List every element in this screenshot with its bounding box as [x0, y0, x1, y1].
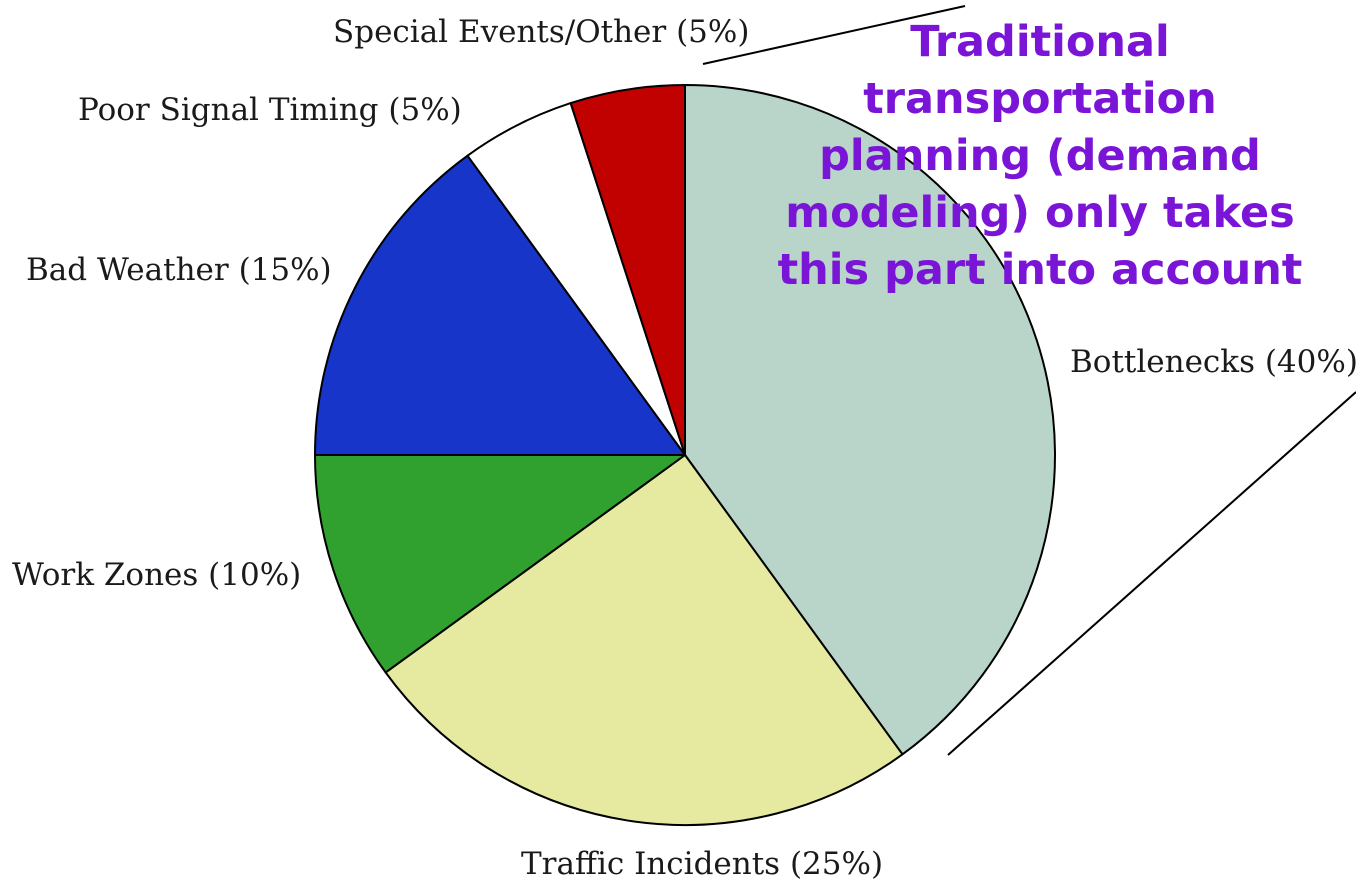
pie-slice	[314, 454, 686, 674]
annotation-line: modeling) only takes	[785, 188, 1295, 238]
pie-labels: Bottlenecks (40%) Traffic Incidents (25%)…	[12, 14, 1356, 882]
pie-slices	[314, 84, 1056, 826]
annotation-line: this part into account	[777, 245, 1303, 295]
pie-slice	[384, 454, 904, 826]
callout-lines	[702, 5, 1356, 756]
callout-line-right	[947, 391, 1356, 756]
annotation-line: transportation	[863, 74, 1217, 124]
pie-slice-label: Bottlenecks (40%)	[1070, 344, 1356, 380]
pie-slice-label: Special Events/Other (5%)	[333, 14, 749, 50]
pie-slice	[314, 154, 686, 456]
pie-slice-label: Poor Signal Timing (5%)	[78, 92, 462, 128]
annotation-callout: Traditional transportation planning (dem…	[745, 14, 1335, 299]
annotation-line: Traditional	[910, 17, 1170, 67]
callout-line-top	[702, 5, 966, 65]
pie-slice-label: Traffic Incidents (25%)	[521, 846, 883, 882]
pie-slice	[569, 84, 686, 456]
pie-slice	[684, 84, 1056, 756]
pie-slice-label: Bad Weather (15%)	[26, 252, 332, 288]
annotation-line: planning (demand	[819, 131, 1261, 181]
pie-slice-label: Work Zones (10%)	[12, 557, 301, 593]
